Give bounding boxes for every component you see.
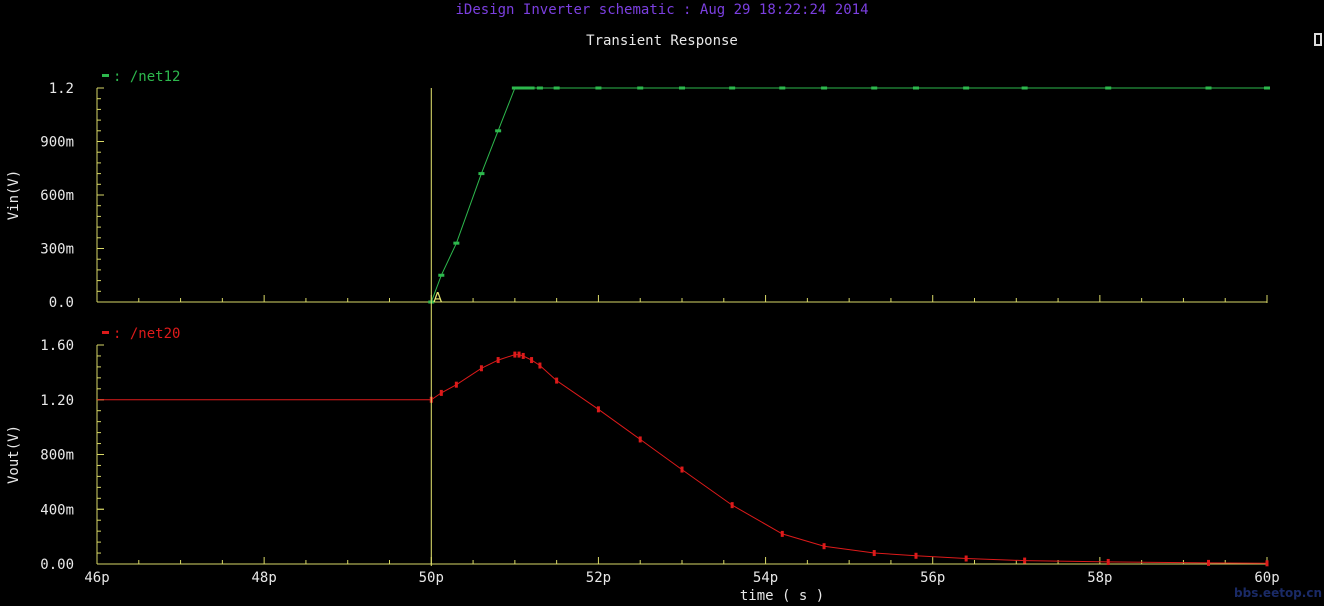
data-point bbox=[478, 172, 485, 176]
data-point bbox=[517, 351, 521, 358]
y-tick-label: 600m bbox=[40, 188, 74, 204]
watermark: bbs.eetop.cn bbox=[1234, 586, 1322, 600]
data-point bbox=[637, 86, 644, 90]
series-line-net12 bbox=[430, 87, 1267, 303]
x-tick-label: 50p bbox=[419, 570, 444, 586]
data-point bbox=[513, 351, 517, 358]
x-tick-label: 56p bbox=[920, 570, 945, 586]
x-tick-label: 46p bbox=[84, 570, 109, 586]
data-point bbox=[1021, 86, 1028, 90]
y-axis-label: Vin(V) bbox=[6, 170, 22, 221]
data-point bbox=[479, 365, 483, 372]
y-tick-label: 0.00 bbox=[40, 557, 74, 573]
data-point bbox=[596, 406, 600, 413]
data-point bbox=[914, 552, 918, 559]
data-point bbox=[730, 502, 734, 509]
data-point bbox=[524, 86, 531, 90]
data-point bbox=[1106, 558, 1110, 565]
data-point bbox=[1105, 86, 1112, 90]
y-tick-label: 1.60 bbox=[40, 338, 74, 354]
y-tick-label: 800m bbox=[40, 448, 74, 464]
y-tick-label: 300m bbox=[40, 242, 74, 258]
data-point bbox=[913, 86, 919, 90]
y-tick-label: 900m bbox=[40, 135, 74, 151]
data-point bbox=[1205, 86, 1212, 90]
data-point bbox=[680, 466, 684, 473]
series-line-net20 bbox=[97, 354, 1268, 564]
data-point bbox=[1207, 559, 1210, 566]
data-point bbox=[1265, 560, 1269, 567]
data-point bbox=[520, 86, 527, 90]
data-point bbox=[538, 362, 542, 369]
data-point bbox=[822, 543, 826, 550]
data-point bbox=[521, 352, 525, 359]
text-layer: 0.0 300m 600m 900m 1.2 Vin(V) : /net12 0.00 400m… bbox=[6, 69, 1280, 604]
x-tick-label: 60p bbox=[1254, 570, 1279, 586]
data-point bbox=[454, 381, 458, 388]
data-layer bbox=[97, 86, 1270, 567]
data-point bbox=[1264, 86, 1270, 90]
legend-entry: : /net12 bbox=[113, 69, 180, 85]
data-point bbox=[496, 357, 500, 364]
data-point bbox=[530, 357, 534, 364]
data-point bbox=[511, 86, 518, 90]
legend-swatch bbox=[102, 74, 109, 77]
data-point bbox=[1023, 557, 1027, 564]
data-point bbox=[638, 436, 642, 443]
data-point bbox=[963, 86, 970, 90]
y-axis-label: Vout(V) bbox=[6, 425, 22, 484]
x-axis-label: time ( s ) bbox=[740, 588, 824, 604]
legend-entry: : /net20 bbox=[113, 326, 180, 342]
marker-a-label: A bbox=[433, 291, 442, 306]
data-point bbox=[528, 86, 535, 90]
data-point bbox=[536, 86, 543, 90]
x-tick-label: 48p bbox=[251, 570, 276, 586]
legend-swatch bbox=[102, 331, 109, 334]
y-tick-label: 0.0 bbox=[49, 295, 74, 311]
data-point bbox=[595, 86, 602, 90]
y-tick-label: 1.2 bbox=[49, 81, 74, 97]
data-point bbox=[439, 389, 443, 396]
data-point bbox=[872, 550, 876, 557]
data-point bbox=[729, 86, 736, 90]
x-tick-label: 52p bbox=[586, 570, 611, 586]
data-point bbox=[871, 86, 878, 90]
window-title: iDesign Inverter schematic : Aug 29 18:2… bbox=[455, 2, 869, 18]
data-point bbox=[555, 377, 559, 384]
data-point bbox=[780, 530, 784, 537]
data-point bbox=[516, 86, 523, 90]
data-point bbox=[779, 86, 786, 90]
data-point bbox=[553, 86, 560, 90]
data-point bbox=[438, 273, 445, 277]
x-tick-label: 58p bbox=[1087, 570, 1112, 586]
y-tick-label: 1.20 bbox=[40, 393, 74, 409]
y-tick-label: 400m bbox=[40, 502, 74, 518]
data-point bbox=[495, 129, 502, 133]
data-point bbox=[453, 241, 460, 245]
data-point bbox=[964, 555, 968, 562]
data-point bbox=[821, 86, 828, 90]
window-control-icon[interactable] bbox=[1314, 33, 1322, 46]
data-point bbox=[679, 86, 685, 90]
axes-layer bbox=[96, 87, 1268, 565]
x-tick-label: 54p bbox=[753, 570, 778, 586]
chart-title: Transient Response bbox=[586, 33, 738, 49]
